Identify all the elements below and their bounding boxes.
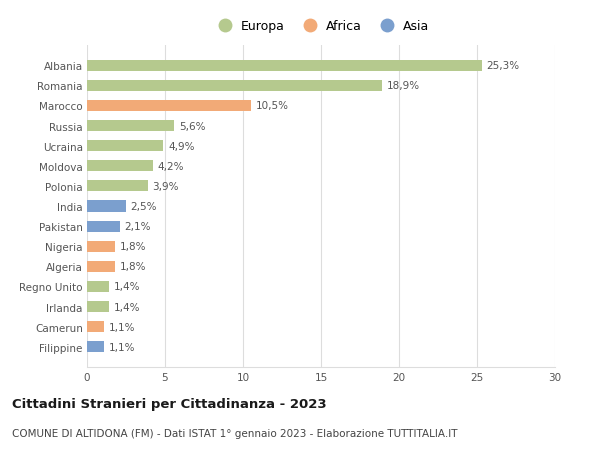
- Text: 18,9%: 18,9%: [386, 81, 419, 91]
- Text: 25,3%: 25,3%: [487, 61, 520, 71]
- Bar: [87, 141, 163, 152]
- Bar: [87, 221, 120, 232]
- Bar: [87, 281, 109, 292]
- Text: 2,5%: 2,5%: [131, 202, 157, 212]
- Bar: [87, 61, 482, 72]
- Bar: [87, 101, 251, 112]
- Bar: [87, 121, 175, 132]
- Bar: [87, 261, 115, 272]
- Bar: [87, 341, 104, 353]
- Text: 4,2%: 4,2%: [157, 162, 184, 171]
- Text: 4,9%: 4,9%: [168, 141, 194, 151]
- Bar: [87, 321, 104, 332]
- Legend: Europa, Africa, Asia: Europa, Africa, Asia: [212, 20, 430, 33]
- Bar: [87, 181, 148, 192]
- Text: COMUNE DI ALTIDONA (FM) - Dati ISTAT 1° gennaio 2023 - Elaborazione TUTTITALIA.I: COMUNE DI ALTIDONA (FM) - Dati ISTAT 1° …: [12, 428, 458, 438]
- Bar: [87, 161, 152, 172]
- Text: 3,9%: 3,9%: [152, 181, 179, 191]
- Text: 1,4%: 1,4%: [113, 282, 140, 292]
- Text: 1,1%: 1,1%: [109, 322, 136, 332]
- Bar: [87, 201, 126, 212]
- Bar: [87, 241, 115, 252]
- Text: 1,8%: 1,8%: [120, 262, 146, 272]
- Text: 5,6%: 5,6%: [179, 121, 206, 131]
- Text: 1,1%: 1,1%: [109, 342, 136, 352]
- Text: 1,4%: 1,4%: [113, 302, 140, 312]
- Bar: [87, 81, 382, 92]
- Text: 2,1%: 2,1%: [124, 222, 151, 232]
- Bar: [87, 302, 109, 313]
- Text: Cittadini Stranieri per Cittadinanza - 2023: Cittadini Stranieri per Cittadinanza - 2…: [12, 397, 326, 410]
- Text: 10,5%: 10,5%: [256, 101, 289, 111]
- Text: 1,8%: 1,8%: [120, 242, 146, 252]
